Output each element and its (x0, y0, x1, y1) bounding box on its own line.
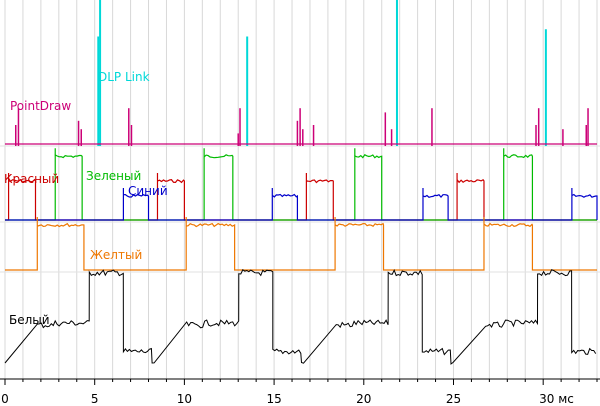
tick-label: 30 мс (539, 392, 574, 406)
tick-label: 15 (266, 392, 281, 406)
series-label: PointDraw (10, 99, 71, 113)
series-label: Красный (4, 172, 59, 186)
tick-label: 10 (177, 392, 192, 406)
pulse-trace (5, 188, 598, 221)
x-axis: 0 5 10 15 20 25 30 мс (0, 378, 600, 406)
series-label: Желтый (90, 248, 142, 262)
tick-label: 0 (1, 392, 9, 406)
series-label: DLP Link (98, 70, 150, 84)
tick-label: 25 (446, 392, 461, 406)
pulse-trace (5, 217, 597, 271)
series-label: Зеленый (86, 169, 141, 183)
grid (0, 0, 600, 379)
tick-label: 20 (356, 392, 371, 406)
tick-label: 5 (91, 392, 99, 406)
white-trace (4, 269, 597, 365)
series-label: Белый (9, 313, 50, 327)
pulse-trace (5, 148, 597, 221)
series-group (4, 0, 598, 365)
series-label: Синий (128, 184, 168, 198)
